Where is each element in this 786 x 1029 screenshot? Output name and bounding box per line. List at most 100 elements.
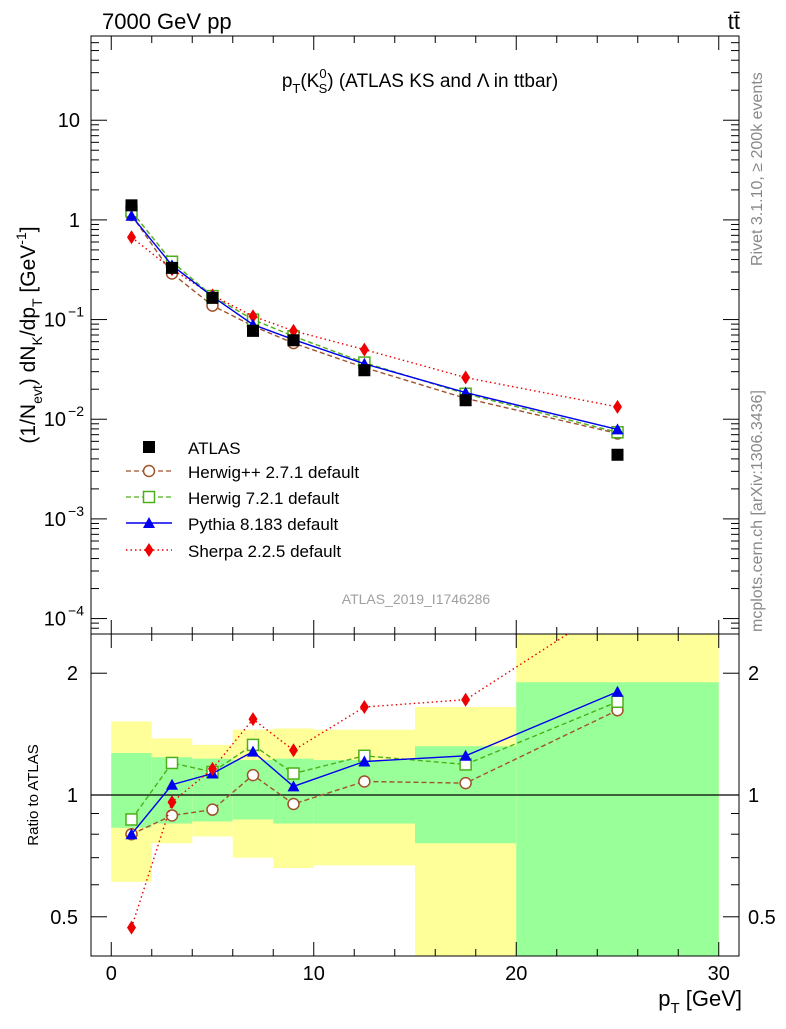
legend-herwig7-marker xyxy=(142,490,156,504)
title-rest: (ATLAS KS and Λ in ttbar) xyxy=(334,71,559,92)
mcplots-label: mcplots.cern.ch [arXiv:1306.3436] xyxy=(749,390,766,632)
title-k-sup: 0 xyxy=(319,66,326,81)
ratio-point-herwig-2-7-1-default-2 xyxy=(206,803,219,816)
main-point-atlas-2 xyxy=(206,291,219,304)
x-tick-label-0: 0 xyxy=(106,963,117,985)
main-ytick-label-3: 10 xyxy=(44,310,66,332)
main-ytick-label-2: 10 xyxy=(44,409,66,431)
ratio-band-green-7 xyxy=(516,682,719,956)
ratio-line-herwig-7-2-1-default xyxy=(130,701,618,820)
ratio-point-sherpa-2-2-5-default-0 xyxy=(127,920,136,935)
legend-atlas-label: ATLAS xyxy=(188,439,241,458)
ratio-point-herwig-2-7-1-default-1 xyxy=(165,809,179,822)
main-point-atlas-0 xyxy=(125,199,138,212)
legend-sherpa-marker xyxy=(144,543,154,557)
ratio-point-sherpa-2-2-5-default-5 xyxy=(359,700,369,715)
title-k-sub: S xyxy=(319,81,328,96)
ratio-point-herwig-2-7-1-default-6 xyxy=(459,776,472,790)
xlabel-rest: [GeV] xyxy=(680,986,742,1011)
ratio-point-sherpa-2-2-5-default-6 xyxy=(461,692,471,707)
ratio-point-pythia-8-183-default-5 xyxy=(358,755,371,767)
ratio-marks xyxy=(91,633,739,935)
ratio-ytick-label-right-1: 1 xyxy=(748,785,759,807)
main-line-sherpa-2-2-5-default xyxy=(131,236,618,408)
main-point-sherpa-2-2-5-default-7 xyxy=(613,399,622,414)
legend-herwig7-label: Herwig 7.2.1 default xyxy=(188,489,339,508)
ylabel-a: (1/N xyxy=(17,404,40,444)
main-point-sherpa-2-2-5-default-0 xyxy=(127,230,136,245)
ratio-point-sherpa-2-2-5-default-4 xyxy=(289,743,298,758)
ylabel-d: [GeV xyxy=(17,245,40,299)
analysis-id: ATLAS_2019_I1746286 xyxy=(342,591,491,607)
main-point-atlas-5 xyxy=(358,364,371,377)
process-label: tt̄ xyxy=(728,9,740,34)
main-ytick-label-0: 10 xyxy=(44,609,66,631)
ylabel-e: ] xyxy=(17,226,40,232)
energy-label: 7000 GeV pp xyxy=(102,9,232,34)
title-p: p xyxy=(282,71,293,92)
x-tick-label-20: 20 xyxy=(505,963,527,985)
ratio-line-herwig-2-7-1-default xyxy=(131,709,618,835)
main-point-atlas-6 xyxy=(459,394,472,407)
ratio-point-herwig-7-2-1-default-7 xyxy=(611,695,624,709)
main-ytick-exp-1: −3 xyxy=(68,503,84,519)
ratio-point-pythia-8-183-default-6 xyxy=(459,749,472,761)
xlabel-p: p xyxy=(658,986,670,1011)
main-point-atlas-7 xyxy=(611,448,624,461)
main-ytick-exp-2: −2 xyxy=(68,403,84,419)
main-point-pythia-8-183-default-7 xyxy=(611,423,624,435)
ratio-line-sherpa-2-2-5-default xyxy=(130,633,569,928)
main-ytick-label-4: 1 xyxy=(69,210,80,232)
ratio-point-sherpa-2-2-5-default-3 xyxy=(248,712,258,727)
ylabel-c-sub: T xyxy=(29,298,45,307)
ylabel-d-sup: -1 xyxy=(13,232,29,245)
ylabel-a-sub: evt xyxy=(29,385,45,404)
main-ytick-label-5: 10 xyxy=(58,110,80,132)
main-ytick-exp-0: −4 xyxy=(68,603,84,619)
ylabel-c: /dp xyxy=(17,307,40,336)
main-line-herwig-7-2-1-default xyxy=(130,210,618,433)
legend-pythia-marker xyxy=(143,517,155,528)
main-ytick-label-1: 10 xyxy=(44,509,66,531)
main-point-sherpa-2-2-5-default-6 xyxy=(461,370,471,385)
ratio-ytick-label-right-2: 2 xyxy=(748,663,759,685)
ratio-ytick-label-left-1: 1 xyxy=(67,785,78,807)
main-title: pT(K0 S) (ATLAS KS and Λ in ttbar) xyxy=(282,66,558,96)
ratio-point-herwig-7-2-1-default-4 xyxy=(287,767,300,780)
legend-herwigpp-label: Herwig++ 2.7.1 default xyxy=(188,463,359,482)
main-line-herwig-2-7-1-default xyxy=(130,214,618,435)
ratio-ytick-label-right-0: 0.5 xyxy=(748,907,776,929)
main-y-axis-label: (1/Nevt) dNK/dpT [GeV-1] xyxy=(13,226,45,443)
main-point-atlas-3 xyxy=(247,324,259,337)
main-point-sherpa-2-2-5-default-5 xyxy=(359,342,369,357)
legend-atlas-marker xyxy=(143,441,155,453)
ratio-ytick-label-left-0: 0.5 xyxy=(50,907,78,929)
ratio-band-green-5 xyxy=(313,760,415,824)
title-close: ) xyxy=(327,71,333,92)
ratio-ytick-label-left-2: 2 xyxy=(67,663,78,685)
ratio-point-herwig-2-7-1-default-4 xyxy=(287,797,300,811)
main-marks xyxy=(125,199,624,461)
legend-herwigpp-marker xyxy=(142,464,156,478)
main-ytick-exp-3: −1 xyxy=(68,304,84,320)
ratio-point-sherpa-2-2-5-default-2 xyxy=(208,761,217,776)
ylabel-b-sub: K xyxy=(29,336,45,346)
rivet-label: Rivet 3.1.10, ≥ 200k events xyxy=(749,72,766,266)
ratio-panel: Ratio to ATLAS pT [GeV] xyxy=(25,633,742,1017)
main-line-pythia-8-183-default xyxy=(130,215,618,431)
ratio-point-pythia-8-183-default-3 xyxy=(247,745,259,757)
xlabel-p-sub: T xyxy=(670,1000,679,1017)
ratio-line-pythia-8-183-default xyxy=(130,691,618,835)
legend-sherpa-label: Sherpa 2.2.5 default xyxy=(188,542,341,561)
ratio-point-pythia-8-183-default-1 xyxy=(166,778,178,790)
ratio-point-herwig-7-2-1-default-1 xyxy=(165,756,179,770)
ratio-point-pythia-8-183-default-0 xyxy=(125,828,138,840)
ratio-point-pythia-8-183-default-7 xyxy=(611,685,624,697)
main-point-pythia-8-183-default-0 xyxy=(125,209,138,221)
ratio-point-herwig-2-7-1-default-5 xyxy=(358,775,371,788)
legend-pythia-label: Pythia 8.183 default xyxy=(188,515,339,534)
title-k: (K xyxy=(300,71,319,92)
